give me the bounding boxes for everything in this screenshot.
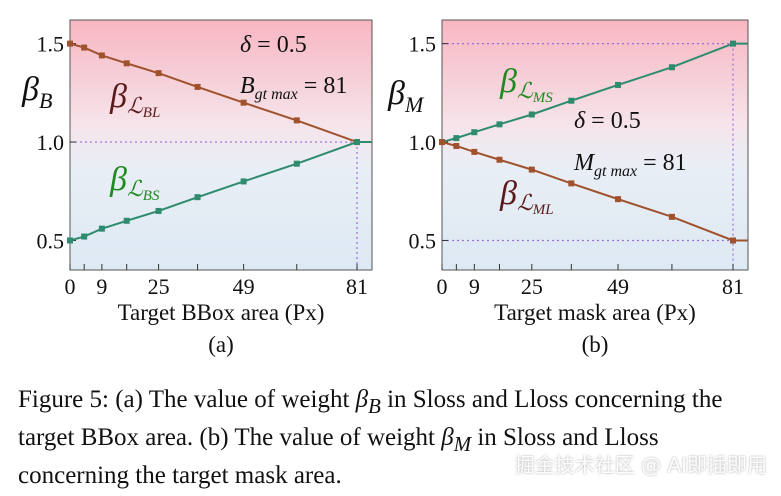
x-tick-label: 81 — [346, 274, 368, 299]
watermark: 掘金技术社区 @ AI即插即用 — [514, 453, 767, 477]
data-point-ml — [568, 180, 575, 187]
y-tick-label: 0.5 — [37, 228, 65, 253]
caption-part-3: in Sloss and Lloss concerning the target… — [18, 424, 659, 489]
data-point-bl — [81, 44, 88, 51]
y-axis-label: βM — [387, 75, 425, 117]
annotation-1: δ = 0.5 — [240, 32, 307, 58]
y-axis-label: βB — [21, 71, 52, 113]
data-point-ms — [615, 81, 622, 88]
plot-background — [442, 20, 748, 270]
data-point-bs — [354, 139, 360, 146]
data-point-bs — [293, 160, 300, 167]
y-tick-label: 1.0 — [37, 130, 65, 155]
x-tick-label: 9 — [96, 274, 107, 299]
data-point-ms — [496, 121, 503, 128]
data-point-bl — [155, 70, 162, 77]
caption-symbol-1: βB — [355, 386, 381, 418]
panel-label: (b) — [582, 332, 609, 357]
data-point-ml — [471, 148, 478, 155]
x-tick-label: 25 — [148, 274, 170, 299]
data-point-bs — [155, 207, 162, 214]
data-point-ml — [439, 139, 445, 146]
series-label-ml: βℒML — [499, 175, 554, 218]
data-point-ms — [730, 40, 736, 47]
data-point-bs — [240, 178, 247, 185]
data-point-bl — [98, 52, 105, 59]
annotation-2: Mgt max = 81 — [573, 150, 687, 180]
x-axis-label: Target BBox area (Px) — [118, 300, 325, 325]
caption-part-1: Figure 5: (a) The value of weight — [18, 386, 356, 413]
data-point-ms — [453, 135, 460, 142]
x-tick-label: 0 — [437, 274, 448, 299]
data-point-ml — [496, 156, 503, 163]
x-tick-label: 81 — [722, 274, 744, 299]
data-point-ml — [453, 142, 460, 149]
series-line-ml — [441, 141, 748, 242]
plot-frame — [69, 19, 373, 271]
annotation-1: δ = 0.5 — [574, 108, 641, 134]
panel-label: (a) — [208, 332, 234, 357]
data-point-bs — [67, 237, 73, 244]
data-point-ms — [668, 64, 675, 71]
series-line-ms — [441, 42, 748, 144]
x-axis-label: Target mask area (Px) — [494, 300, 696, 325]
caption-part-2: in Sloss and Lloss concerning the target… — [18, 386, 723, 451]
data-point-ml — [668, 213, 675, 220]
x-tick-label: 9 — [469, 274, 480, 299]
series-line-bs — [69, 141, 372, 242]
x-tick-label: 0 — [65, 274, 76, 299]
x-tick-label: 49 — [233, 274, 255, 299]
data-point-ms — [471, 129, 478, 136]
y-tick-label: 1.5 — [37, 32, 65, 57]
figure-caption: Figure 5: (a) The value of weight βB in … — [18, 384, 770, 492]
series-label-ms: βℒMS — [499, 63, 553, 106]
panel-b: 0.5 1.0 1.5 0 9 25 49 81 Target mask area (Px) (b… — [387, 19, 749, 357]
y-tick-label: 1.5 — [409, 32, 437, 57]
x-tick-label: 25 — [521, 274, 543, 299]
series-line-bl — [69, 42, 372, 144]
data-point-bs — [98, 225, 105, 232]
plot-background — [70, 20, 372, 270]
caption-symbol-2: βM — [441, 424, 472, 456]
x-tick-label: 49 — [607, 274, 629, 299]
data-point-bs — [81, 233, 88, 240]
y-tick-label: 0.5 — [409, 228, 437, 253]
panel-a: 0.5 1.0 1.5 0 9 25 49 81 Target BBox area (Px) (a… — [21, 19, 373, 357]
y-tick-label: 1.0 — [409, 130, 437, 155]
data-point-ms — [528, 111, 535, 118]
data-point-bl — [194, 83, 201, 90]
data-point-ml — [528, 166, 535, 173]
series-label-bl: βℒBL — [109, 78, 160, 121]
annotation-2: Bgt max = 81 — [240, 73, 347, 103]
data-point-bl — [240, 99, 247, 106]
data-point-bs — [123, 217, 130, 224]
series-label-bs: βℒBS — [109, 161, 160, 204]
data-point-ml — [730, 237, 736, 244]
data-point-bs — [194, 194, 201, 201]
data-point-bl — [123, 60, 130, 67]
data-point-bl — [67, 40, 73, 47]
data-point-bl — [293, 117, 300, 124]
data-point-ml — [615, 196, 622, 203]
data-point-ms — [568, 97, 575, 104]
